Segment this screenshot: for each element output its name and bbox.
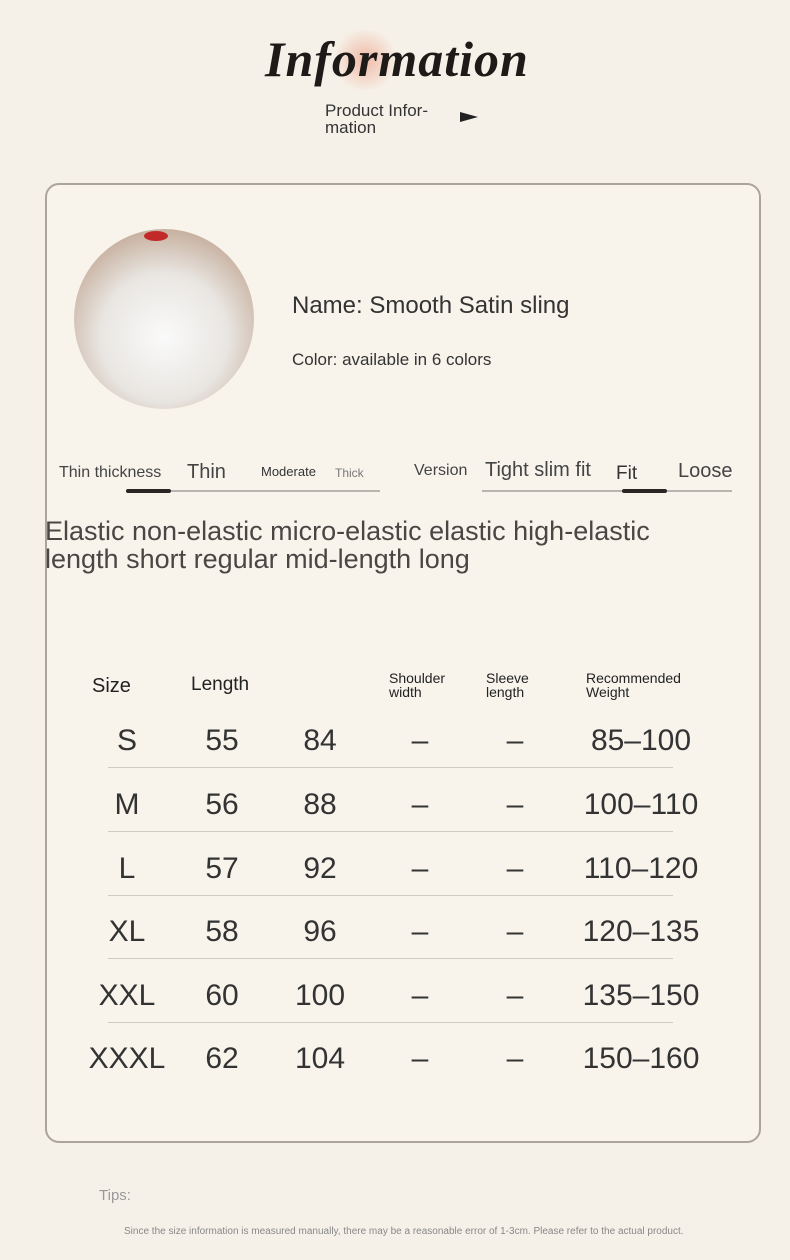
table-cell: 57: [205, 852, 239, 885]
title-decoration: [330, 30, 400, 90]
product-name: Name: Smooth Satin sling: [292, 292, 570, 319]
table-cell: 110–120: [583, 852, 699, 885]
table-cell: 84: [303, 724, 337, 757]
elastic-length-text: Elastic non-elastic micro-elastic elasti…: [45, 517, 745, 573]
table-cell: 104: [294, 1042, 346, 1075]
header-shoulder: Shoulder width: [389, 670, 446, 700]
triangle-right-icon: [460, 112, 478, 122]
table-cell: –: [506, 724, 524, 757]
table-cell: 85–100: [590, 724, 692, 757]
product-photo: [74, 229, 254, 409]
version-scale: [482, 490, 732, 492]
table-cell: –: [411, 724, 429, 757]
header-sleeve: Sleeve length: [486, 670, 529, 700]
version-tight: Tight slim fit: [485, 459, 591, 481]
table-cell: M: [114, 788, 140, 821]
thickness-indicator: [126, 489, 171, 493]
table-cell: XL: [108, 915, 146, 948]
table-cell: 100: [294, 979, 346, 1012]
version-indicator: [622, 489, 667, 493]
table-cell: –: [506, 1042, 524, 1075]
table-cell: XXL: [98, 979, 156, 1012]
tips-label: Tips:: [99, 1187, 131, 1204]
table-cell: –: [506, 979, 524, 1012]
table-cell: 120–135: [582, 915, 700, 948]
version-label: Version: [414, 462, 468, 479]
table-cell: 150–160: [582, 1042, 700, 1075]
row-divider: [108, 895, 673, 896]
header-length: Length: [191, 674, 250, 695]
row-divider: [108, 831, 673, 832]
table-cell: –: [411, 788, 429, 821]
header-size: Size: [92, 675, 131, 697]
tips-note: Since the size information is measured m…: [124, 1226, 684, 1237]
table-cell: –: [411, 979, 429, 1012]
thickness-thick: Thick: [335, 466, 364, 480]
table-cell: 92: [303, 852, 337, 885]
table-cell: –: [506, 852, 524, 885]
page-subtitle: Product Infor- mation: [325, 101, 428, 137]
table-cell: 96: [303, 915, 337, 948]
header-weight: Recommended Weight: [586, 670, 681, 700]
length-text: length short regular mid-length long: [45, 544, 470, 574]
table-cell: 135–150: [582, 979, 700, 1012]
thickness-thin: Thin: [187, 461, 226, 483]
table-cell: –: [506, 915, 524, 948]
row-divider: [108, 767, 673, 768]
table-cell: 56: [205, 788, 239, 821]
table-cell: 88: [303, 788, 337, 821]
table-cell: 58: [205, 915, 239, 948]
table-cell: –: [506, 788, 524, 821]
row-divider: [108, 1022, 673, 1023]
version-fit: Fit: [616, 463, 638, 484]
row-divider: [108, 958, 673, 959]
table-cell: S: [116, 724, 137, 757]
table-cell: –: [411, 852, 429, 885]
thickness-label: Thin thickness: [59, 464, 162, 481]
elastic-text: Elastic non-elastic micro-elastic elasti…: [45, 516, 650, 546]
page-title: Information: [265, 31, 529, 87]
product-color: Color: available in 6 colors: [292, 350, 492, 369]
table-cell: 60: [205, 979, 239, 1012]
table-cell: L: [118, 852, 136, 885]
table-cell: XXXL: [88, 1042, 166, 1075]
table-cell: –: [411, 915, 429, 948]
thickness-scale: [126, 490, 380, 492]
table-cell: 55: [205, 724, 239, 757]
thickness-moderate: Moderate: [261, 464, 316, 479]
version-loose: Loose: [678, 460, 733, 482]
table-cell: –: [411, 1042, 429, 1075]
table-cell: 62: [205, 1042, 239, 1075]
table-cell: 100–110: [583, 788, 699, 821]
